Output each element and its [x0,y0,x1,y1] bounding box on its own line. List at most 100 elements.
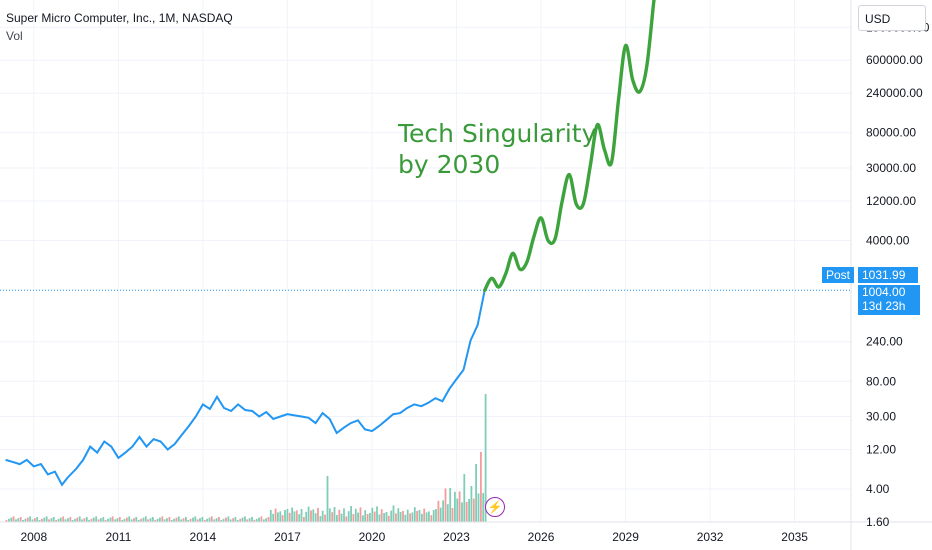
y-tick-label: 12.00 [866,443,896,457]
projection-line [483,0,656,292]
volume-bar [475,464,477,522]
volume-bar [170,520,173,522]
volume-bar [10,517,13,522]
volume-bar [326,476,329,522]
x-tick-label: 2035 [781,530,808,544]
volume-bar [41,518,43,522]
volume-bar [76,517,79,522]
volume-bar [69,517,72,522]
volume-bar [269,510,272,522]
volume-bar [265,518,267,522]
volume-bar [50,518,53,522]
volume-bar [52,517,55,522]
volume-bar [147,519,149,522]
volume-bar [411,512,414,522]
volume-bar [371,507,374,522]
volume-bar [173,518,175,522]
volume-bar [36,517,39,522]
y-tick-label: 600000.00 [866,53,923,67]
price-line [5,290,486,487]
volume-bar [291,507,293,522]
volume-bar [234,517,237,522]
volume-bar [347,511,350,522]
volume-bar [62,516,65,522]
volume-bar [468,499,470,522]
volume-bar [71,520,74,522]
volume-bar [90,518,93,522]
volume-bar [293,511,296,522]
volume-bar [208,517,211,522]
volume-bar [196,519,199,522]
volume-bar [222,518,225,522]
volume-bar [15,519,17,522]
volume-bar [241,517,244,522]
volume-bar [454,491,456,522]
volume-bar [281,515,284,522]
volume-bar [376,506,378,522]
volume-bar [461,502,463,522]
volume-bar [262,519,265,522]
annotation-text[interactable]: Tech Singularity by 2030 [398,118,596,180]
time-axis[interactable]: 2008 2011 2014 2017 2020 2023 2026 2029 2032 2035 [20,530,808,544]
y-tick-label: 80.00 [866,374,896,388]
volume-bar [331,512,334,522]
volume-bar [305,511,308,522]
volume-bar [317,508,319,522]
y-tick-label: 4000.00 [866,234,910,248]
volume-bar [38,520,41,522]
volume-bar [383,513,385,522]
volume-bar [298,514,301,522]
volume-bar [246,519,249,522]
volume-bar [151,517,154,522]
volume-bar [484,394,487,522]
volume-bar [477,493,480,522]
volume-bar [17,518,20,522]
bar-countdown: 13d 23h [862,299,906,313]
volume-bar [300,509,303,522]
volume-bar [210,516,213,522]
volume-bar [133,518,135,522]
volume-bar [239,518,242,522]
volume-bar [31,519,34,522]
y-tick-label: 80000.00 [866,126,916,140]
volume-bar [350,506,352,522]
volume-bar [81,519,83,522]
volume-bar [12,516,15,522]
volume-bar [34,518,36,522]
volume-bar [395,513,397,522]
earnings-event-icon[interactable]: ⚡ [485,497,505,517]
volume-bar [218,517,220,522]
volume-bar [236,520,239,522]
volume-bar [279,511,282,522]
volume-bar [409,513,411,522]
volume-bar [8,518,10,522]
volume-bar [267,517,270,522]
volume-bar [312,509,315,522]
symbol-title[interactable]: Super Micro Computer, Inc., 1M, NASDAQ [6,11,233,25]
volume-bar [175,517,178,522]
volume-bar [359,507,362,522]
volume-bar [357,512,359,522]
volume-bar [352,514,355,522]
volume-bar [123,518,126,522]
volume-bar [255,518,258,522]
currency-button[interactable]: USD [858,5,926,31]
volume-bar [373,511,376,522]
volume-bar [55,520,57,522]
volume-bar [444,488,447,522]
volume-bar [314,513,317,522]
volume-bar [121,520,124,522]
volume-bar [45,516,48,522]
volume-bar [232,518,234,522]
volume-legend[interactable]: Vol [6,29,23,43]
volume-bar [126,517,128,522]
volume-bar [100,518,102,522]
volume-bar [428,511,430,522]
volume-bar [392,505,395,522]
volume-bar [142,517,145,522]
volume-bar [88,520,90,522]
volume-bar [340,513,343,522]
volume-bar [137,520,140,522]
volume-bar [430,515,433,522]
